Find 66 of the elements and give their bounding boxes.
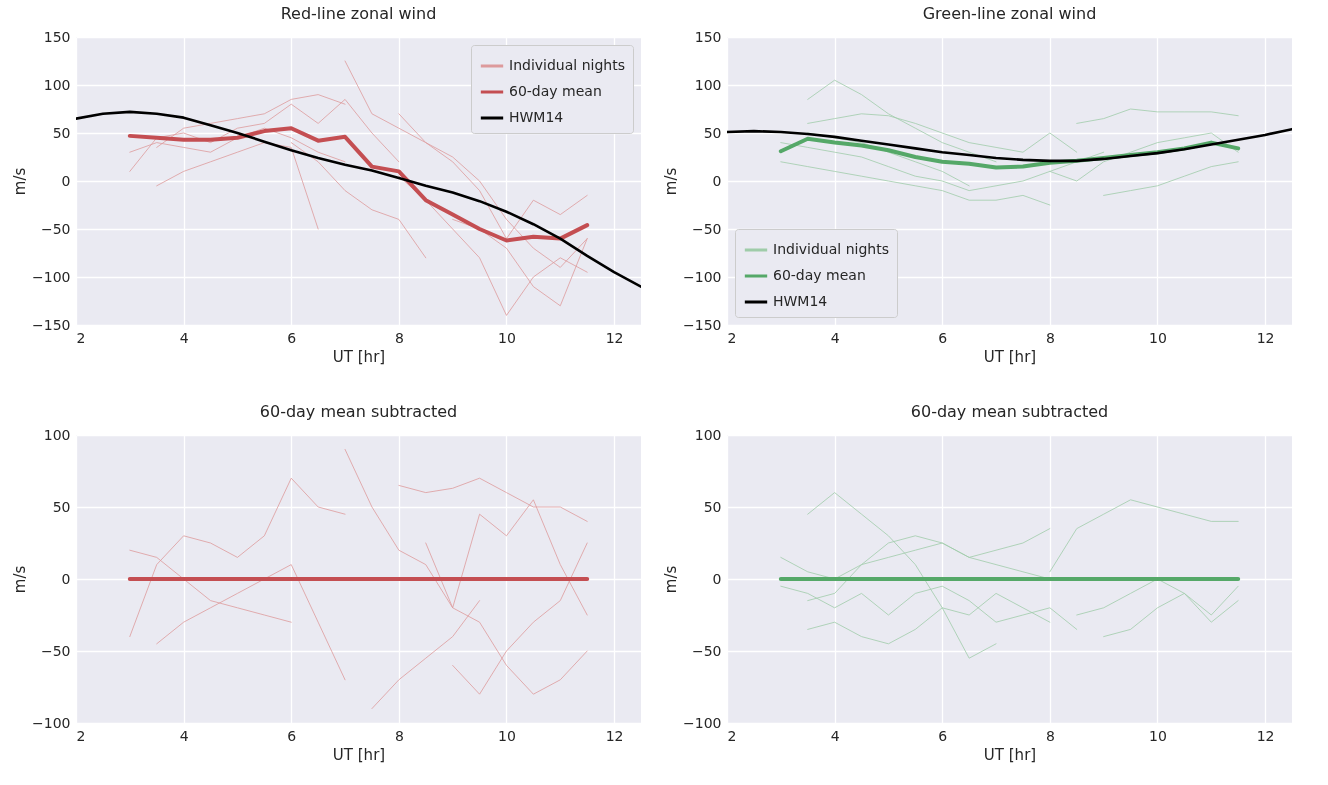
y-tick-label: 100 (694, 426, 722, 443)
y-axis-title: m/s (662, 565, 681, 594)
y-tick-label: −50 (691, 642, 722, 659)
chart-title: Green-line zonal wind (922, 4, 1097, 23)
legend-label: 60-day mean (509, 83, 602, 99)
y-tick-label: −100 (683, 268, 722, 285)
y-tick-label: 150 (694, 28, 722, 45)
legend-label: 60-day mean (773, 267, 866, 283)
x-tick-label: 10 (1149, 727, 1167, 744)
x-tick-label: 2 (727, 727, 737, 744)
y-tick-label: 100 (43, 76, 71, 93)
y-tick-label: 50 (52, 498, 71, 515)
y-tick-label: −50 (691, 220, 722, 237)
x-tick-label: 10 (498, 329, 516, 346)
y-tick-label: 0 (61, 570, 71, 587)
legend-label: Individual nights (509, 57, 625, 73)
y-tick-label: −100 (683, 714, 722, 731)
chart-title: Red-line zonal wind (280, 4, 437, 23)
y-tick-label: −50 (40, 220, 71, 237)
x-tick-label: 8 (1045, 727, 1055, 744)
x-tick-label: 4 (179, 329, 189, 346)
x-tick-label: 4 (830, 329, 840, 346)
y-tick-label: 100 (694, 76, 722, 93)
x-axis-title: UT [hr] (983, 745, 1037, 764)
y-tick-label: 100 (43, 426, 71, 443)
y-axis-title: m/s (662, 167, 681, 196)
x-axis-title: UT [hr] (983, 347, 1037, 366)
y-tick-label: 50 (703, 498, 722, 515)
x-tick-label: 6 (938, 727, 948, 744)
y-tick-label: 0 (712, 172, 722, 189)
x-tick-label: 10 (1149, 329, 1167, 346)
y-axis-title: m/s (11, 565, 30, 594)
x-tick-label: 8 (1045, 329, 1055, 346)
x-tick-label: 6 (938, 329, 948, 346)
y-tick-label: 150 (43, 28, 71, 45)
legend-label: HWM14 (509, 109, 564, 125)
y-tick-label: −150 (32, 316, 71, 333)
x-axis-title: UT [hr] (332, 347, 386, 366)
y-axis-title: m/s (11, 167, 30, 196)
y-tick-label: −100 (32, 268, 71, 285)
x-tick-label: 8 (394, 727, 404, 744)
y-tick-label: 0 (712, 570, 722, 587)
x-tick-label: 6 (287, 727, 297, 744)
chart-title: 60-day mean subtracted (259, 402, 458, 421)
y-tick-label: −100 (32, 714, 71, 731)
x-tick-label: 12 (605, 727, 624, 744)
x-tick-label: 2 (727, 329, 737, 346)
x-tick-label: 12 (1256, 329, 1275, 346)
x-tick-label: 4 (830, 727, 840, 744)
y-tick-label: −150 (683, 316, 722, 333)
x-axis-title: UT [hr] (332, 745, 386, 764)
y-tick-label: −50 (40, 642, 71, 659)
x-tick-label: 2 (76, 727, 86, 744)
y-tick-label: 50 (703, 124, 722, 141)
x-tick-label: 2 (76, 329, 86, 346)
chart-title: 60-day mean subtracted (910, 402, 1109, 421)
x-tick-label: 8 (394, 329, 404, 346)
legend-label: Individual nights (773, 241, 889, 257)
legend-label: HWM14 (773, 293, 828, 309)
y-tick-label: 0 (61, 172, 71, 189)
x-tick-label: 12 (1256, 727, 1275, 744)
x-tick-label: 6 (287, 329, 297, 346)
x-tick-label: 4 (179, 727, 189, 744)
x-tick-label: 12 (605, 329, 624, 346)
x-tick-label: 10 (498, 727, 516, 744)
y-tick-label: 50 (52, 124, 71, 141)
